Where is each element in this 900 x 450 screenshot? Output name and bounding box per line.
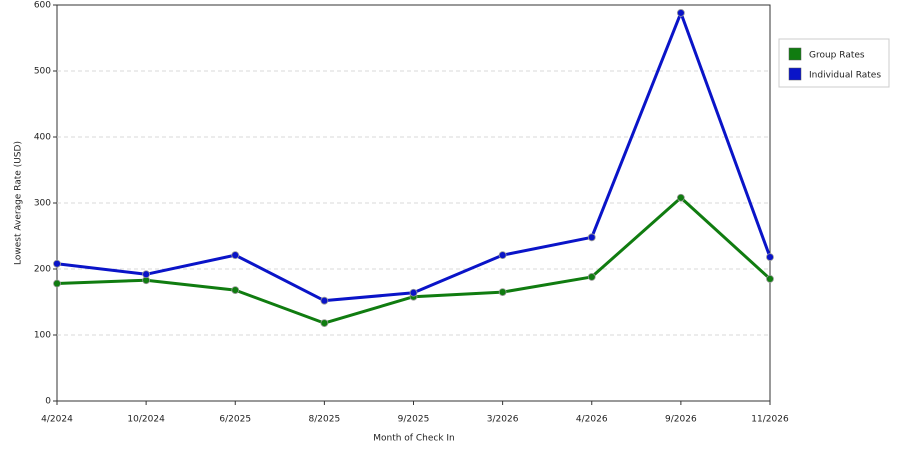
data-point <box>142 270 151 279</box>
y-tick-label: 0 <box>45 397 51 407</box>
data-point <box>231 286 240 295</box>
data-point <box>766 274 774 283</box>
y-tick-label: 300 <box>34 199 51 209</box>
data-point <box>587 273 596 281</box>
y-tick-label: 600 <box>34 1 51 11</box>
x-tick-label: 10/2024 <box>127 415 165 425</box>
data-point <box>498 288 507 297</box>
y-tick-label: 500 <box>34 67 51 77</box>
x-tick-label: 11/2026 <box>751 415 789 425</box>
legend-label: Individual Rates <box>809 71 881 81</box>
data-point <box>676 193 685 202</box>
x-tick-label: 4/2024 <box>41 415 73 425</box>
x-tick-label: 6/2025 <box>219 415 251 425</box>
data-point <box>231 251 240 260</box>
data-point <box>320 319 329 328</box>
data-point <box>498 251 507 260</box>
data-point <box>766 253 774 262</box>
y-tick-label: 400 <box>34 133 51 143</box>
x-axis-label: Month of Check In <box>373 434 455 444</box>
x-tick-label: 9/2026 <box>665 415 697 425</box>
x-tick-label: 8/2025 <box>309 415 341 425</box>
series-line <box>56 11 772 303</box>
y-tick-label: 100 <box>34 331 51 341</box>
data-point <box>53 259 61 268</box>
legend-swatch <box>788 47 802 61</box>
y-axis-label: Lowest Average Rate (USD) <box>14 141 24 265</box>
data-point <box>587 233 596 242</box>
x-tick-label: 9/2025 <box>398 415 430 425</box>
legend-label: Group Rates <box>809 51 865 61</box>
data-point <box>53 279 61 288</box>
series-line <box>56 196 772 325</box>
x-tick-label: 3/2026 <box>487 415 519 425</box>
data-point <box>320 296 329 305</box>
data-point <box>409 288 418 297</box>
legend-swatch <box>788 67 802 81</box>
x-tick-label: 4/2026 <box>576 415 608 425</box>
data-point <box>676 9 685 17</box>
y-tick-label: 200 <box>34 265 51 275</box>
